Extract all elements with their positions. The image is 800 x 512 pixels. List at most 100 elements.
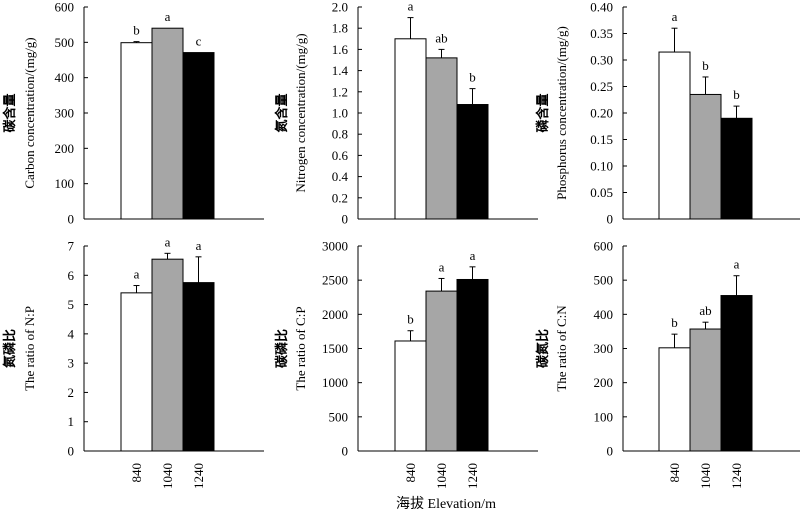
y-tick-label: 0 [342, 212, 349, 227]
significance-letter: a [196, 238, 202, 253]
bar [182, 52, 215, 220]
y-tick-label: 1.0 [332, 106, 348, 121]
significance-letter: b [733, 87, 740, 102]
bar [425, 57, 458, 220]
x-tick-label: 1240 [465, 463, 480, 489]
y-tick-label: 6 [68, 268, 75, 283]
bar [658, 347, 691, 452]
bar [425, 290, 458, 452]
x-tick-label: 840 [403, 463, 418, 483]
y-tick-label: 500 [594, 273, 614, 288]
y-tick-label: 2500 [322, 273, 348, 288]
chart-panel-2: 0 0.2 0.4 0.6 0.8 1.0 1.2 1.4 1.6 1.8 2.0 a ab b 氮含量 Ni… [274, 0, 538, 227]
y-tick-label: 0 [607, 444, 614, 459]
y-tick-label: 2 [68, 385, 75, 400]
y-axis-label-cn: 碳含量 [2, 93, 17, 132]
significance-letter: b [671, 315, 678, 330]
bar [720, 117, 753, 220]
bar [151, 27, 184, 220]
y-tick-label: 0.15 [590, 132, 613, 147]
significance-letter: a [470, 248, 476, 263]
x-tick-label: 1240 [191, 463, 206, 489]
y-tick-label: 3 [68, 356, 75, 371]
y-tick-label: 0.25 [590, 79, 613, 94]
bar [182, 282, 215, 452]
y-axis-label: The ratio of C:N [554, 305, 569, 392]
bar [689, 93, 722, 220]
y-tick-label: 1500 [322, 341, 348, 356]
y-axis-label: Phosphorus concentration/(mg/g) [554, 26, 569, 200]
x-axis-label: 海拔 Elevation/m [396, 496, 496, 512]
y-axis-label-cn: 碳磷比 [274, 329, 289, 368]
chart-panel-4: 0 1 2 3 4 5 6 7 a 840 a 1040 a 1240 氮磷比 The ratio of N:… [2, 234, 264, 489]
significance-letter: a [134, 267, 140, 282]
y-tick-label: 1.8 [332, 21, 348, 36]
significance-letter: ab [435, 30, 447, 45]
significance-letter: b [407, 312, 414, 327]
significance-letter: a [672, 9, 678, 24]
significance-letter: b [469, 70, 476, 85]
y-tick-label: 0 [607, 212, 614, 227]
y-axis-label: The ratio of C:P [293, 306, 308, 390]
significance-letter: a [408, 0, 414, 14]
y-tick-label: 1 [68, 414, 75, 429]
significance-letter: b [133, 23, 140, 38]
bar [658, 51, 691, 220]
y-axis-label-cn: 氮含量 [274, 93, 289, 132]
y-tick-label: 5 [68, 297, 75, 312]
y-tick-label: 100 [594, 409, 614, 424]
y-tick-label: 3000 [322, 239, 348, 254]
bar [394, 340, 427, 452]
y-tick-label: 0.05 [590, 185, 613, 200]
y-axis-label-cn: 磷含量 [535, 93, 550, 132]
y-tick-label: 2.0 [332, 0, 348, 15]
x-tick-label: 1040 [160, 463, 175, 489]
y-tick-label: 400 [55, 70, 75, 85]
y-tick-label: 200 [55, 141, 75, 156]
significance-letter: a [165, 234, 171, 249]
y-tick-label: 500 [55, 35, 75, 50]
y-tick-label: 100 [55, 176, 75, 191]
significance-letter: a [165, 9, 171, 24]
significance-letter: a [439, 259, 445, 274]
y-tick-label: 2000 [322, 307, 348, 322]
y-tick-label: 0.4 [332, 169, 349, 184]
y-tick-label: 0.6 [332, 148, 349, 163]
bar [120, 292, 153, 452]
y-tick-label: 4 [68, 326, 75, 341]
y-tick-label: 0 [342, 444, 349, 459]
y-axis-label: Carbon concentration/(mg/g) [22, 37, 37, 188]
bar [689, 328, 722, 452]
bar [394, 38, 427, 220]
x-tick-label: 1040 [698, 463, 713, 489]
y-axis-label: Nitrogen concentration/(mg/g) [293, 33, 308, 192]
x-tick-label: 1240 [729, 463, 744, 489]
significance-letter: c [196, 34, 202, 49]
y-tick-label: 1.2 [332, 84, 348, 99]
x-tick-label: 840 [667, 463, 682, 483]
significance-letter: b [702, 58, 709, 73]
significance-letter: ab [699, 303, 711, 318]
significance-letter: a [734, 257, 740, 272]
y-tick-label: 600 [55, 0, 75, 15]
y-tick-label: 0 [68, 444, 75, 459]
y-tick-label: 0.10 [590, 159, 613, 174]
y-tick-label: 1000 [322, 375, 348, 390]
chart-panel-6: 0 100 200 300 400 500 600 b 840 ab 1040 a 1240 碳氮比 The… [535, 239, 800, 489]
x-tick-label: 1040 [434, 463, 449, 489]
y-tick-label: 1.4 [332, 63, 349, 78]
chart-panel-3: 0 0.05 0.10 0.15 0.20 0.25 0.30 0.35 0.40 a b b 磷含量 P… [535, 0, 800, 227]
bar [456, 104, 489, 220]
y-tick-label: 300 [55, 106, 75, 121]
chart-panel-1: 0 100 200 300 400 500 600 b a c 碳含量 Carbon concentr… [2, 0, 264, 227]
y-tick-label: 200 [594, 375, 614, 390]
y-tick-label: 0.30 [590, 53, 613, 68]
y-tick-label: 0.35 [590, 26, 613, 41]
y-tick-label: 600 [594, 239, 614, 254]
y-tick-label: 0 [68, 212, 75, 227]
bar [120, 42, 153, 220]
chart-panel-5: 0 500 1000 1500 2000 2500 3000 b 840 a 1040 a 1240 碳磷… [274, 239, 538, 489]
y-tick-label: 0.20 [590, 106, 613, 121]
